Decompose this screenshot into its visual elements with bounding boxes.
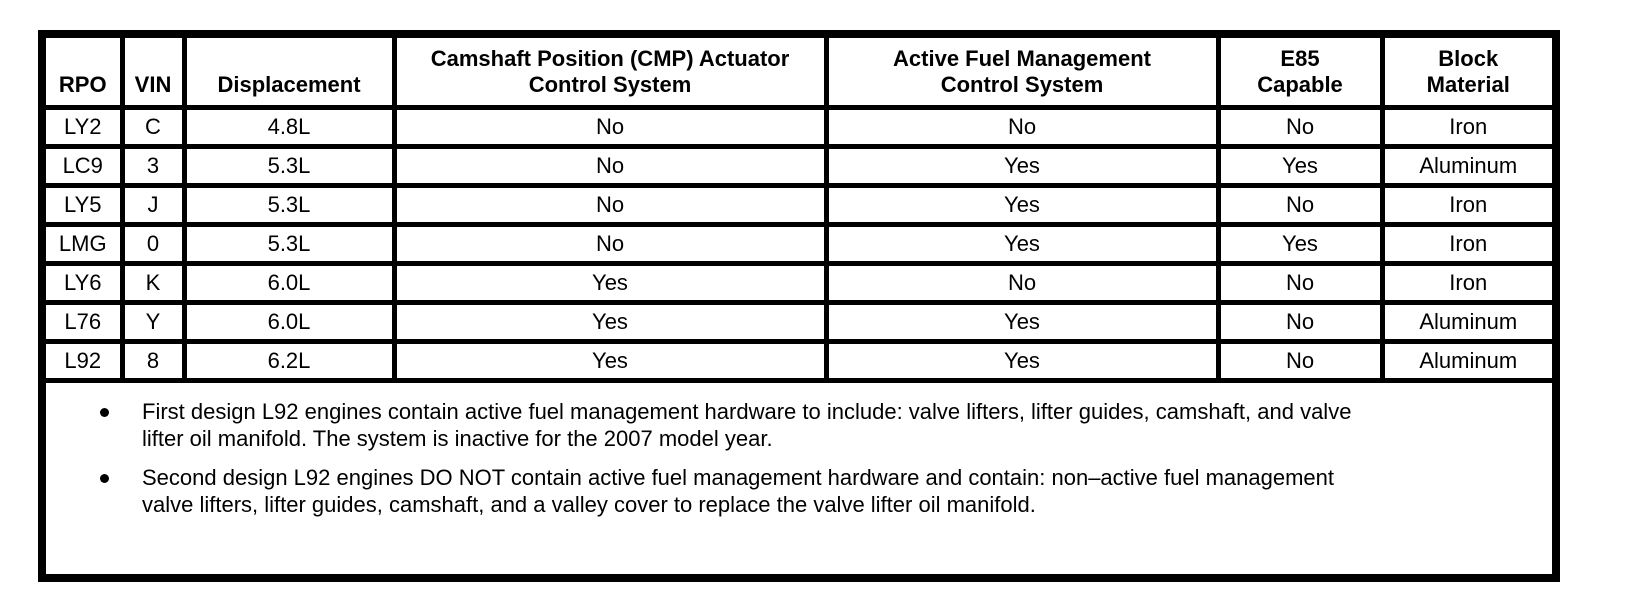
cell-vin: 0 (119, 222, 187, 266)
cell-displacement: 6.2L (181, 339, 397, 383)
bullet-icon (47, 464, 142, 491)
cell-rpo: LC9 (39, 144, 125, 188)
cell-block-material: Iron (1379, 183, 1559, 227)
cell-e85: Yes (1215, 222, 1385, 266)
column-header-e85: E85 Capable (1215, 31, 1385, 110)
cell-block-material: Iron (1379, 261, 1559, 305)
column-header-block-material: Block Material (1379, 31, 1559, 110)
cell-afm: No (823, 105, 1221, 149)
cell-rpo: L76 (39, 300, 125, 344)
note-text: First design L92 engines contain active … (142, 399, 1352, 451)
table-row: LMG 0 5.3L No Yes Yes Iron (39, 222, 1559, 266)
cell-rpo: LY6 (39, 261, 125, 305)
cell-displacement: 6.0L (181, 300, 397, 344)
note-text: Second design L92 engines DO NOT contain… (142, 465, 1335, 517)
cell-displacement: 4.8L (181, 105, 397, 149)
cell-displacement: 5.3L (181, 144, 397, 188)
table-row: LY2 C 4.8L No No No Iron (39, 105, 1559, 149)
cell-vin: Y (119, 300, 187, 344)
cell-cmp-actuator: No (391, 105, 829, 149)
table-row: L92 8 6.2L Yes Yes No Aluminum (39, 339, 1559, 383)
notes-row: First design L92 engines contain active … (39, 378, 1559, 581)
cell-vin: 8 (119, 339, 187, 383)
cell-afm: Yes (823, 183, 1221, 227)
table-row: LY6 K 6.0L Yes No No Iron (39, 261, 1559, 305)
cell-displacement: 5.3L (181, 222, 397, 266)
cell-vin: 3 (119, 144, 187, 188)
note-item: Second design L92 engines DO NOT contain… (47, 464, 1512, 518)
cell-rpo: LY5 (39, 183, 125, 227)
header-row: RPO VIN Displacement Camshaft Position (… (39, 31, 1559, 110)
cell-block-material: Iron (1379, 222, 1559, 266)
table-row: LY5 J 5.3L No Yes No Iron (39, 183, 1559, 227)
column-header-displacement: Displacement (181, 31, 397, 110)
cell-e85: No (1215, 300, 1385, 344)
cell-cmp-actuator: No (391, 222, 829, 266)
cell-cmp-actuator: Yes (391, 300, 829, 344)
cell-afm: Yes (823, 339, 1221, 383)
cell-vin: J (119, 183, 187, 227)
table-row: L76 Y 6.0L Yes Yes No Aluminum (39, 300, 1559, 344)
cell-rpo: L92 (39, 339, 125, 383)
cell-cmp-actuator: No (391, 183, 829, 227)
cell-cmp-actuator: Yes (391, 339, 829, 383)
cell-afm: No (823, 261, 1221, 305)
cell-afm: Yes (823, 222, 1221, 266)
cell-block-material: Aluminum (1379, 339, 1559, 383)
cell-displacement: 6.0L (181, 261, 397, 305)
cell-e85: Yes (1215, 144, 1385, 188)
notes-cell: First design L92 engines contain active … (39, 378, 1559, 581)
column-header-rpo: RPO (39, 31, 125, 110)
cell-block-material: Aluminum (1379, 300, 1559, 344)
cell-block-material: Aluminum (1379, 144, 1559, 188)
cell-e85: No (1215, 183, 1385, 227)
cell-cmp-actuator: Yes (391, 261, 829, 305)
cell-block-material: Iron (1379, 105, 1559, 149)
cell-e85: No (1215, 339, 1385, 383)
engine-spec-table: RPO VIN Displacement Camshaft Position (… (38, 30, 1560, 582)
column-header-cmp-actuator: Camshaft Position (CMP) Actuator Control… (391, 31, 829, 110)
column-header-afm: Active Fuel Management Control System (823, 31, 1221, 110)
bullet-icon (47, 398, 142, 425)
cell-vin: K (119, 261, 187, 305)
cell-rpo: LY2 (39, 105, 125, 149)
cell-cmp-actuator: No (391, 144, 829, 188)
cell-afm: Yes (823, 300, 1221, 344)
table-row: LC9 3 5.3L No Yes Yes Aluminum (39, 144, 1559, 188)
column-header-vin: VIN (119, 31, 187, 110)
cell-e85: No (1215, 105, 1385, 149)
cell-afm: Yes (823, 144, 1221, 188)
cell-vin: C (119, 105, 187, 149)
cell-displacement: 5.3L (181, 183, 397, 227)
cell-rpo: LMG (39, 222, 125, 266)
cell-e85: No (1215, 261, 1385, 305)
note-item: First design L92 engines contain active … (47, 398, 1512, 452)
